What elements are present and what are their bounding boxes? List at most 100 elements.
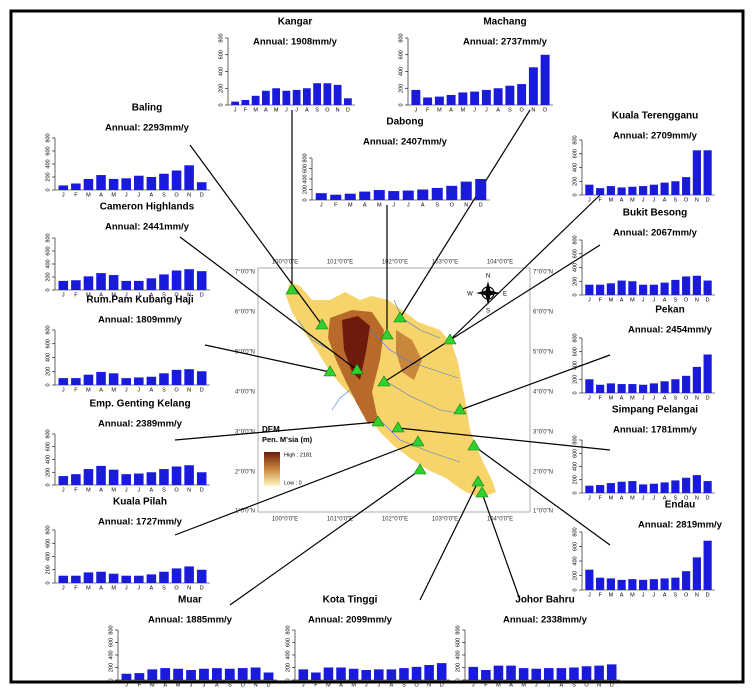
bar [184,566,194,583]
bar [172,467,182,485]
station-chart: MachangAnnual: 2737mm/y0200400600800JFMA… [398,17,553,114]
bar [96,175,106,190]
x-tick-label: O [519,107,524,113]
bar [71,378,81,385]
x-tick-label: M [521,682,526,688]
x-tick-label: J [653,495,656,501]
station-chart: BalingAnnual: 2293mm/y0200400600800JFMAM… [45,103,210,199]
x-tick-label: M [111,192,116,198]
y-tick-label: 0 [572,588,578,591]
bar [628,579,636,590]
x-tick-label: M [86,387,91,393]
bar [596,188,604,195]
chart-subtitle: Annual: 1908mm/y [253,37,338,48]
bar [585,379,593,393]
x-tick-label: A [390,682,394,688]
bar [197,371,207,385]
y-tick-label: 400 [108,650,114,659]
legend-low: Low : 0 [284,480,302,486]
bar [704,481,712,493]
bar [470,92,479,105]
x-tick-label: A [421,202,425,208]
chart-subtitle: Annual: 2454mm/y [628,325,713,336]
x-tick-label: F [74,292,78,298]
station-chart: Simpang PelangaiAnnual: 1781mm/y02004006… [572,405,715,502]
station-chart: Bukit BesongAnnual: 2067mm/y020040060080… [572,208,715,304]
bar [96,273,106,290]
x-tick-label: J [588,395,591,401]
lat-label: 7°0'0"N [235,270,255,276]
bar [121,281,131,290]
bar [607,186,615,195]
chart-subtitle: Annual: 2819mm/y [638,520,723,531]
y-tick-label: 200 [45,172,51,181]
x-tick-label: A [663,592,667,598]
x-tick-label: M [111,387,116,393]
bar [71,280,81,290]
y-tick-label: 600 [45,539,51,548]
bar [241,100,249,105]
bar [411,90,420,105]
bar [238,668,248,680]
x-tick-label: A [215,682,219,688]
bar [147,177,157,190]
x-tick-label: D [200,487,204,493]
bar [475,179,486,200]
x-tick-label: M [326,682,331,688]
station-chart: PekanAnnual: 2454mm/y0200400600800JFMAMJ… [572,305,715,402]
bar [693,475,701,493]
y-tick-label: 0 [572,193,578,196]
y-tick-label: 800 [45,525,51,534]
x-tick-label: J [295,107,298,113]
lat-label: 2°0'0"N [533,470,553,476]
lat-label: 4°0'0"N [533,390,553,396]
bar [344,98,352,105]
x-tick-label: J [62,292,65,298]
x-tick-label: O [584,682,589,688]
compass-w: W [467,292,473,298]
chart-title: Machang [483,17,526,28]
bar [585,285,593,295]
station-chart: Johor BahruAnnual: 2338mm/y0200400600800… [455,595,620,689]
y-tick-label: 800 [45,325,51,334]
x-tick-label: A [620,197,624,203]
x-tick-label: S [508,107,512,113]
x-tick-label: M [630,395,635,401]
y-tick-label: 600 [398,50,404,59]
x-tick-label: A [663,197,667,203]
x-tick-label: O [450,202,455,208]
x-tick-label: S [228,682,232,688]
x-tick-label: S [674,395,678,401]
bar [437,663,447,680]
x-tick-label: S [162,487,166,493]
x-tick-label: A [150,487,154,493]
bar [147,278,157,290]
bar [303,88,311,105]
bar [109,470,119,485]
chart-title: Baling [132,103,163,114]
y-tick-label: 800 [398,33,404,42]
bar [435,97,444,105]
x-tick-label: D [706,197,710,203]
bar [704,355,712,394]
y-tick-label: 400 [45,159,51,168]
bar [682,376,690,393]
x-tick-label: M [630,297,635,303]
x-tick-label: D [200,292,204,298]
bar [412,667,422,680]
x-tick-label: S [674,592,678,598]
x-tick-label: S [162,585,166,591]
lon-label: 102°0'0"E [382,517,408,523]
y-tick-label: 0 [108,678,114,681]
x-tick-label: A [99,387,103,393]
bar [121,378,131,385]
bar [682,478,690,493]
bar [661,183,669,195]
x-tick-label: J [653,297,656,303]
bar [262,91,270,105]
bar [639,484,647,493]
x-tick-label: M [609,297,614,303]
bar [541,55,550,105]
x-tick-label: J [365,682,368,688]
bar [172,271,182,291]
